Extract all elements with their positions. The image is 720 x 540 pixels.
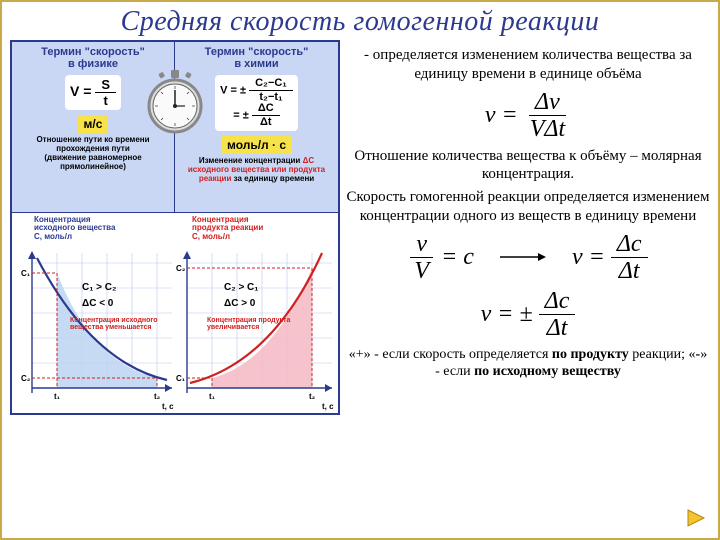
chem-term-l2: в химии: [234, 58, 278, 70]
svg-text:t₁: t₁: [54, 392, 61, 401]
para-2: Отношение количества вещества к объёму –…: [346, 147, 710, 185]
f3-num: Δc: [539, 289, 576, 315]
formula-2a: ν V = c: [408, 232, 474, 283]
physics-term: Термин "скорость" в физике: [16, 46, 170, 70]
poster-chart-row: Концентрацияисходного веществаC, моль/л …: [12, 212, 338, 413]
chem-formula: V = ± C₂−C₁t₂−t₁ = ± ΔCΔt: [215, 75, 298, 131]
physics-term-l2: в физике: [68, 58, 118, 70]
page-title: Средняя скорость гомогенной реакции: [2, 2, 718, 40]
chart-svg: C₁ C₂ t₁ t₂ t, c: [12, 213, 342, 413]
stopwatch-icon: [147, 70, 203, 136]
right-note1: C₂ > C₁: [224, 283, 258, 294]
para-3: Скорость гомогенной реакции определяется…: [346, 188, 710, 226]
formula-1: v = Δν VΔt: [346, 90, 710, 141]
physics-desc-black: Отношение пути ко времени прохождения пу…: [36, 135, 149, 153]
chem-term: Термин "скорость" в химии: [179, 46, 334, 70]
poster: Термин "скорость" в физике V = St м/с От…: [10, 40, 340, 415]
svg-text:C₂: C₂: [176, 264, 186, 273]
svg-text:C₂: C₂: [21, 374, 31, 383]
svg-text:C₁: C₁: [21, 269, 31, 278]
svg-text:t₂: t₂: [154, 392, 161, 401]
left-caption: Концентрация исходного вещества уменьшае…: [70, 317, 160, 332]
chem-desc: Изменение концентрации ΔC исходного веще…: [179, 157, 334, 183]
right-caption: Концентрация продукта увеличивается: [207, 317, 297, 332]
poster-top-row: Термин "скорость" в физике V = St м/с От…: [12, 42, 338, 212]
svg-text:t, c: t, c: [322, 402, 334, 411]
chem-desc-2: за единицу времени: [234, 174, 315, 183]
chart-right-label: Концентрацияпродукта реакцииC, моль/л: [192, 216, 263, 241]
chem-desc-1: Изменение концентрации: [199, 156, 300, 165]
chart-area: Концентрацияисходного веществаC, моль/л …: [12, 213, 338, 413]
nav-next-button[interactable]: [684, 506, 708, 530]
svg-text:C₁: C₁: [176, 374, 186, 383]
chart-left-label: Концентрацияисходного веществаC, моль/л: [34, 216, 115, 241]
f2b-den: Δt: [613, 258, 646, 283]
left-panel: Термин "скорость" в физике V = St м/с От…: [10, 40, 340, 415]
f2a-num: ν: [410, 232, 433, 258]
physics-desc: Отношение пути ко времени прохождения пу…: [16, 136, 170, 171]
svg-text:t, c: t, c: [162, 402, 174, 411]
f1-den: VΔt: [524, 116, 571, 141]
physics-unit: м/с: [78, 115, 109, 133]
f1-num: Δν: [529, 90, 566, 116]
chem-unit: моль/л · с: [221, 136, 292, 154]
formula-row-2: ν V = c v = Δc Δt: [346, 232, 710, 283]
f1-lhs: v =: [485, 100, 518, 130]
f3-lhs: v = ±: [481, 299, 533, 329]
physics-desc-paren: (движение равномерное прямолинейное): [44, 153, 141, 171]
f2b-num: Δc: [611, 232, 648, 258]
physics-term-l1: Термин "скорость": [41, 46, 145, 58]
formula-2b: v = Δc Δt: [572, 232, 648, 283]
content-container: Термин "скорость" в физике V = St м/с От…: [2, 40, 718, 415]
physics-formula: V = St: [65, 75, 121, 110]
formula-3: v = ± Δc Δt: [346, 289, 710, 340]
footnote: «+» - если скорость определяется по прод…: [346, 346, 710, 381]
f2b-lhs: v =: [572, 242, 605, 272]
arrow-icon: [498, 250, 548, 264]
left-note1: C₁ > C₂: [82, 283, 116, 294]
left-note2: ΔC < 0: [82, 299, 113, 310]
svg-text:t₂: t₂: [309, 392, 316, 401]
right-panel: - определяется изменением количества вещ…: [346, 40, 710, 415]
f2a-den: V: [408, 258, 435, 283]
right-note2: ΔC > 0: [224, 299, 255, 310]
chem-term-l1: Термин "скорость": [205, 46, 309, 58]
f2a-rhs: = c: [441, 242, 474, 272]
para-1: - определяется изменением количества вещ…: [346, 46, 710, 84]
svg-text:t₁: t₁: [209, 392, 216, 401]
f3-den: Δt: [541, 315, 574, 340]
